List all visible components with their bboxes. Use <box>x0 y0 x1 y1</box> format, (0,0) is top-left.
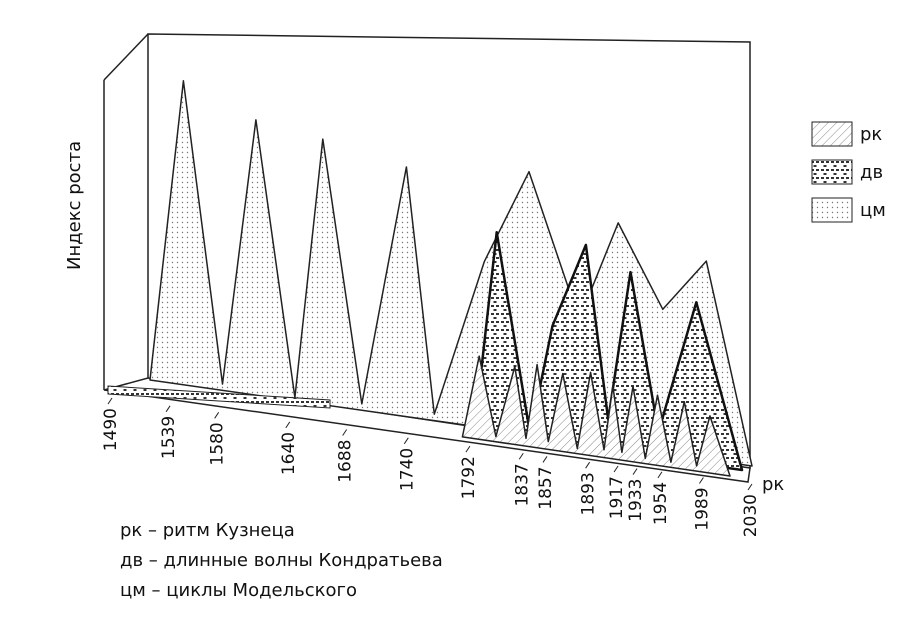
x-tick-mark-1490 <box>107 397 113 405</box>
x-tick-label-1539: 1539 <box>159 416 179 459</box>
legend-label-dv: дв <box>860 162 883 183</box>
legend-swatch-dv <box>811 159 853 185</box>
x-tick-label-1857: 1857 <box>536 466 556 509</box>
x-tick-label-1688: 1688 <box>336 440 356 483</box>
legend-label-cm: цм <box>860 200 886 221</box>
x-tick-label-1837: 1837 <box>512 463 532 506</box>
depth-axis-label: рк <box>762 474 784 495</box>
x-tick-mark-1640 <box>285 421 291 429</box>
x-tick-label-1792: 1792 <box>459 456 479 499</box>
x-tick-label-2030: 2030 <box>741 494 761 537</box>
x-tick-mark-1580 <box>214 412 220 419</box>
note-rk: рк – ритм Кузнеца <box>120 520 295 541</box>
x-tick-mark-1954 <box>657 471 663 479</box>
x-ticks: 1490 1539 1580 1640 1688 1740 1792 1837 1857 1893… <box>101 397 761 537</box>
series-area-рк <box>461 355 731 477</box>
y-axis-label: Индекс роста <box>64 141 85 270</box>
top-edge <box>103 33 149 81</box>
legend: рк дв цм <box>811 121 886 223</box>
legend-swatch-cm <box>811 197 853 223</box>
x-tick-label-1933: 1933 <box>626 479 646 522</box>
x-tick-mark-1917 <box>613 465 619 473</box>
note-cm: цм – циклы Модельского <box>120 580 357 601</box>
x-tick-mark-1688 <box>342 429 348 436</box>
floor-band <box>107 385 331 409</box>
x-tick-label-1740: 1740 <box>397 448 417 491</box>
x-tick-label-1893: 1893 <box>579 472 599 515</box>
legend-label-rk: рк <box>860 124 882 145</box>
x-tick-mark-1933 <box>632 468 638 475</box>
x-tick-mark-1989 <box>698 477 704 484</box>
x-tick-mark-2030 <box>747 483 753 491</box>
legend-swatch-rk <box>811 121 853 147</box>
x-tick-label-1490: 1490 <box>101 408 121 451</box>
x-tick-label-1954: 1954 <box>651 482 671 525</box>
x-tick-mark-1539 <box>165 405 171 413</box>
x-tick-mark-1740 <box>403 437 409 445</box>
x-tick-mark-1857 <box>542 456 548 463</box>
x-tick-mark-1837 <box>518 452 524 460</box>
x-tick-mark-1792 <box>465 445 471 453</box>
series-layer <box>107 80 753 477</box>
x-tick-label-1640: 1640 <box>279 432 299 475</box>
x-tick-label-1917: 1917 <box>607 476 627 519</box>
x-tick-mark-1893 <box>585 461 591 469</box>
note-dv: дв – длинные волны Кондратьева <box>120 550 443 571</box>
x-tick-label-1580: 1580 <box>208 422 228 465</box>
x-tick-label-1989: 1989 <box>692 487 712 530</box>
